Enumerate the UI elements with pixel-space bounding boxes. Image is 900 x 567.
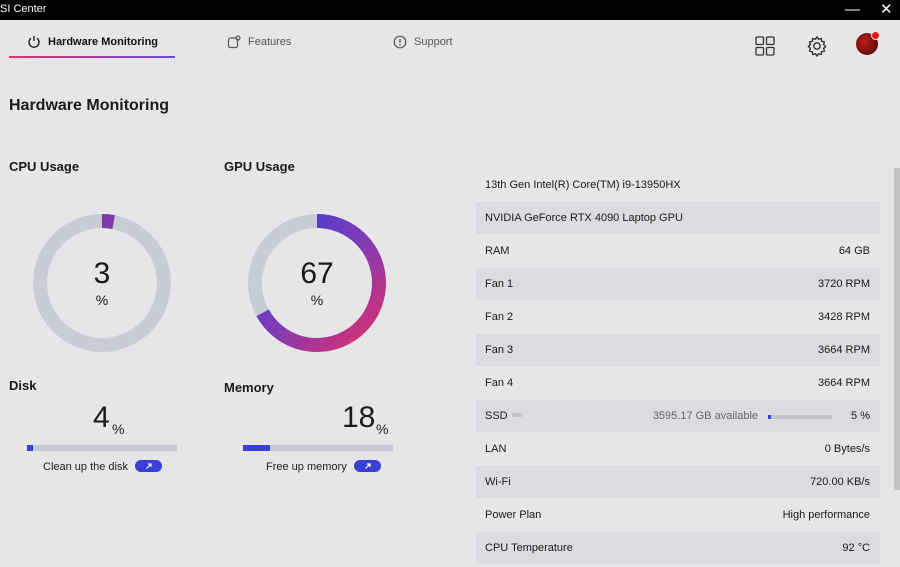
info-row-ram: RAM 64 GB bbox=[476, 235, 880, 267]
tab-features[interactable]: Features bbox=[227, 32, 291, 52]
info-value: 0 Bytes/s bbox=[824, 443, 870, 455]
disk-title: Disk bbox=[9, 378, 37, 393]
info-label: NVIDIA GeForce RTX 4090 Laptop GPU bbox=[485, 212, 683, 224]
disk-usage-bar bbox=[27, 445, 177, 451]
info-row-fan-1: Fan 1 3720 RPM bbox=[476, 268, 880, 300]
clean-disk-label: Clean up the disk bbox=[43, 461, 128, 473]
ssd-available: 3595.17 GB available bbox=[652, 410, 758, 422]
info-label: RAM bbox=[485, 245, 510, 257]
info-value: 5 % bbox=[851, 410, 870, 422]
info-value: 3428 RPM bbox=[818, 311, 870, 323]
memory-usage-value: 18 bbox=[342, 401, 376, 434]
disk-usage-unit: % bbox=[112, 421, 125, 437]
info-value: 64 GB bbox=[838, 245, 870, 257]
power-icon bbox=[28, 36, 40, 48]
memory-usage-bar bbox=[243, 445, 393, 451]
info-label: Fan 3 bbox=[485, 344, 514, 356]
gauge-arc bbox=[33, 214, 171, 352]
cpu-usage-unit: % bbox=[95, 292, 109, 308]
disk-usage-fill bbox=[27, 445, 33, 451]
info-label: Power Plan bbox=[485, 509, 542, 521]
gpu-usage-title: GPU Usage bbox=[224, 159, 295, 174]
ssd-usage-bar bbox=[768, 415, 832, 419]
clean-disk-button[interactable] bbox=[135, 460, 162, 472]
free-memory-label: Free up memory bbox=[266, 461, 347, 473]
info-icon bbox=[393, 35, 407, 49]
info-value: High performance bbox=[782, 509, 870, 521]
info-row-wifi: Wi-Fi 720.00 KB/s bbox=[476, 466, 880, 498]
memory-usage-unit: % bbox=[376, 421, 389, 437]
info-value: 3720 RPM bbox=[818, 278, 870, 290]
info-row-gpu-model: NVIDIA GeForce RTX 4090 Laptop GPU bbox=[476, 202, 880, 234]
info-row-ssd: SSD 3595.17 GB available 5 % bbox=[476, 400, 880, 432]
info-label: CPU Temperature bbox=[485, 542, 573, 554]
info-row-cpu-model: 13th Gen Intel(R) Core(TM) i9-13950HX bbox=[476, 169, 880, 201]
features-icon bbox=[227, 35, 241, 49]
info-label: SSD bbox=[485, 410, 508, 422]
grid-icon[interactable] bbox=[755, 36, 775, 56]
arrow-up-right-icon bbox=[364, 463, 371, 469]
info-label: Fan 1 bbox=[485, 278, 514, 290]
ssd-indicator bbox=[512, 413, 522, 417]
info-value: 720.00 KB/s bbox=[810, 476, 870, 488]
tab-label: Features bbox=[248, 36, 292, 48]
tab-label: Support bbox=[414, 36, 453, 48]
info-row-lan: LAN 0 Bytes/s bbox=[476, 433, 880, 465]
minimize-button[interactable]: — bbox=[845, 1, 860, 18]
cpu-usage-gauge bbox=[33, 214, 171, 352]
info-label: Fan 4 bbox=[485, 377, 514, 389]
gpu-usage-unit: % bbox=[310, 292, 324, 308]
info-label: Wi-Fi bbox=[485, 476, 511, 488]
info-value: 92 °C bbox=[842, 542, 870, 554]
top-nav: Hardware Monitoring Features Support bbox=[0, 20, 900, 62]
info-label: Fan 2 bbox=[485, 311, 514, 323]
info-label: LAN bbox=[485, 443, 507, 455]
gpu-usage-gauge bbox=[248, 214, 386, 352]
tab-support[interactable]: Support bbox=[393, 32, 453, 52]
close-button[interactable]: ✕ bbox=[880, 1, 893, 18]
tab-hardware-monitoring[interactable]: Hardware Monitoring bbox=[27, 32, 158, 52]
avatar[interactable] bbox=[856, 31, 880, 55]
cpu-usage-value: 3 bbox=[93, 257, 111, 290]
notification-dot bbox=[871, 31, 880, 40]
gear-icon[interactable] bbox=[806, 35, 828, 57]
info-row-fan-4: Fan 4 3664 RPM bbox=[476, 367, 880, 399]
memory-usage-fill bbox=[243, 445, 270, 451]
tab-label: Hardware Monitoring bbox=[48, 36, 159, 48]
disk-usage-value: 4 bbox=[93, 401, 110, 434]
info-row-power-plan: Power Plan High performance bbox=[476, 499, 880, 531]
info-row-cpu-temperature: CPU Temperature 92 °C bbox=[476, 532, 880, 564]
ssd-usage-fill bbox=[768, 415, 772, 419]
info-value: 3664 RPM bbox=[818, 344, 870, 356]
info-row-fan-3: Fan 3 3664 RPM bbox=[476, 334, 880, 366]
gauge-arc bbox=[248, 214, 386, 352]
cpu-usage-title: CPU Usage bbox=[9, 159, 80, 174]
page-title: Hardware Monitoring bbox=[9, 97, 170, 114]
info-row-fan-2: Fan 2 3428 RPM bbox=[476, 301, 880, 333]
free-memory-button[interactable] bbox=[354, 460, 381, 472]
info-label: 13th Gen Intel(R) Core(TM) i9-13950HX bbox=[485, 179, 681, 191]
gpu-usage-value: 67 bbox=[300, 257, 334, 290]
app-title: SI Center bbox=[0, 3, 47, 15]
arrow-up-right-icon bbox=[145, 463, 152, 469]
active-tab-underline bbox=[9, 56, 175, 58]
system-info-list: 13th Gen Intel(R) Core(TM) i9-13950HX NV… bbox=[476, 169, 880, 567]
memory-title: Memory bbox=[224, 380, 274, 395]
title-bar: SI Center — ✕ bbox=[0, 0, 900, 20]
scrollbar[interactable] bbox=[894, 168, 900, 490]
info-value: 3664 RPM bbox=[818, 377, 870, 389]
